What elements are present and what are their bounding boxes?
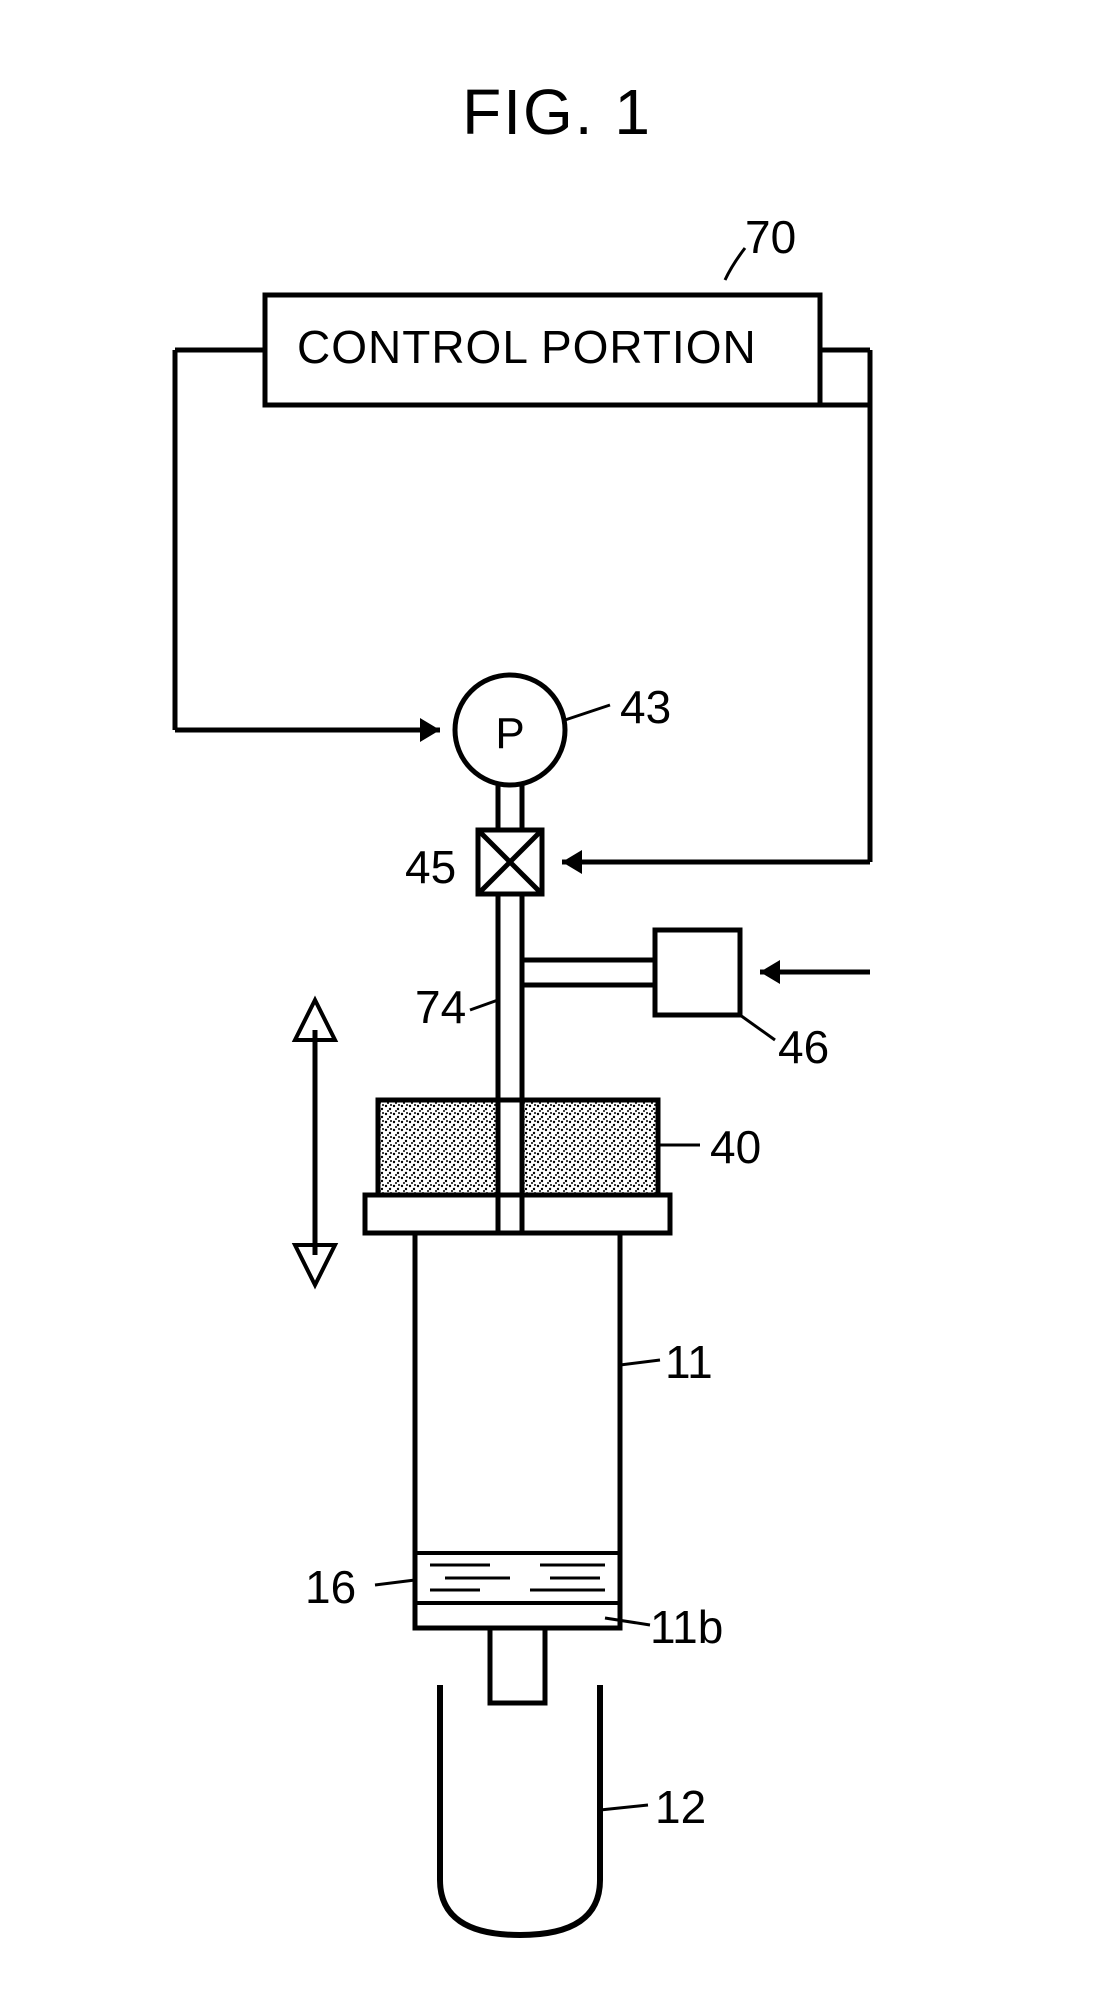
- control-portion-label: CONTROL PORTION: [297, 320, 757, 374]
- leader-74: [470, 1000, 498, 1010]
- ref-12: 12: [655, 1780, 706, 1834]
- leader-43: [565, 705, 610, 720]
- arrowhead-to-46: [760, 960, 780, 984]
- syringe-body: [415, 1233, 620, 1628]
- ref-45: 45: [405, 840, 456, 894]
- ref-16: 16: [305, 1560, 356, 1614]
- ref-46: 46: [778, 1020, 829, 1074]
- box-46: [655, 930, 740, 1015]
- leader-70: [725, 248, 745, 280]
- ref-40: 40: [710, 1120, 761, 1174]
- diagram-svg: P: [0, 0, 1114, 2000]
- tube-12: [440, 1685, 600, 1935]
- tube-through-holder: [498, 1100, 522, 1195]
- leader-16: [375, 1580, 415, 1585]
- syringe-tip: [490, 1628, 545, 1703]
- leader-12: [600, 1805, 648, 1810]
- leader-11: [620, 1360, 660, 1365]
- ref-74: 74: [415, 980, 466, 1034]
- ref-43: 43: [620, 680, 671, 734]
- ref-70: 70: [745, 210, 796, 264]
- ref-11b: 11b: [650, 1600, 723, 1654]
- arrowhead-to-valve: [562, 850, 582, 874]
- ref-11: 11: [665, 1335, 713, 1389]
- arrowhead-to-p: [420, 718, 440, 742]
- pressure-symbol: P: [495, 709, 524, 758]
- diagram-container: FIG. 1: [0, 0, 1114, 2000]
- leader-46: [740, 1015, 775, 1040]
- tube-through-base: [498, 1195, 522, 1233]
